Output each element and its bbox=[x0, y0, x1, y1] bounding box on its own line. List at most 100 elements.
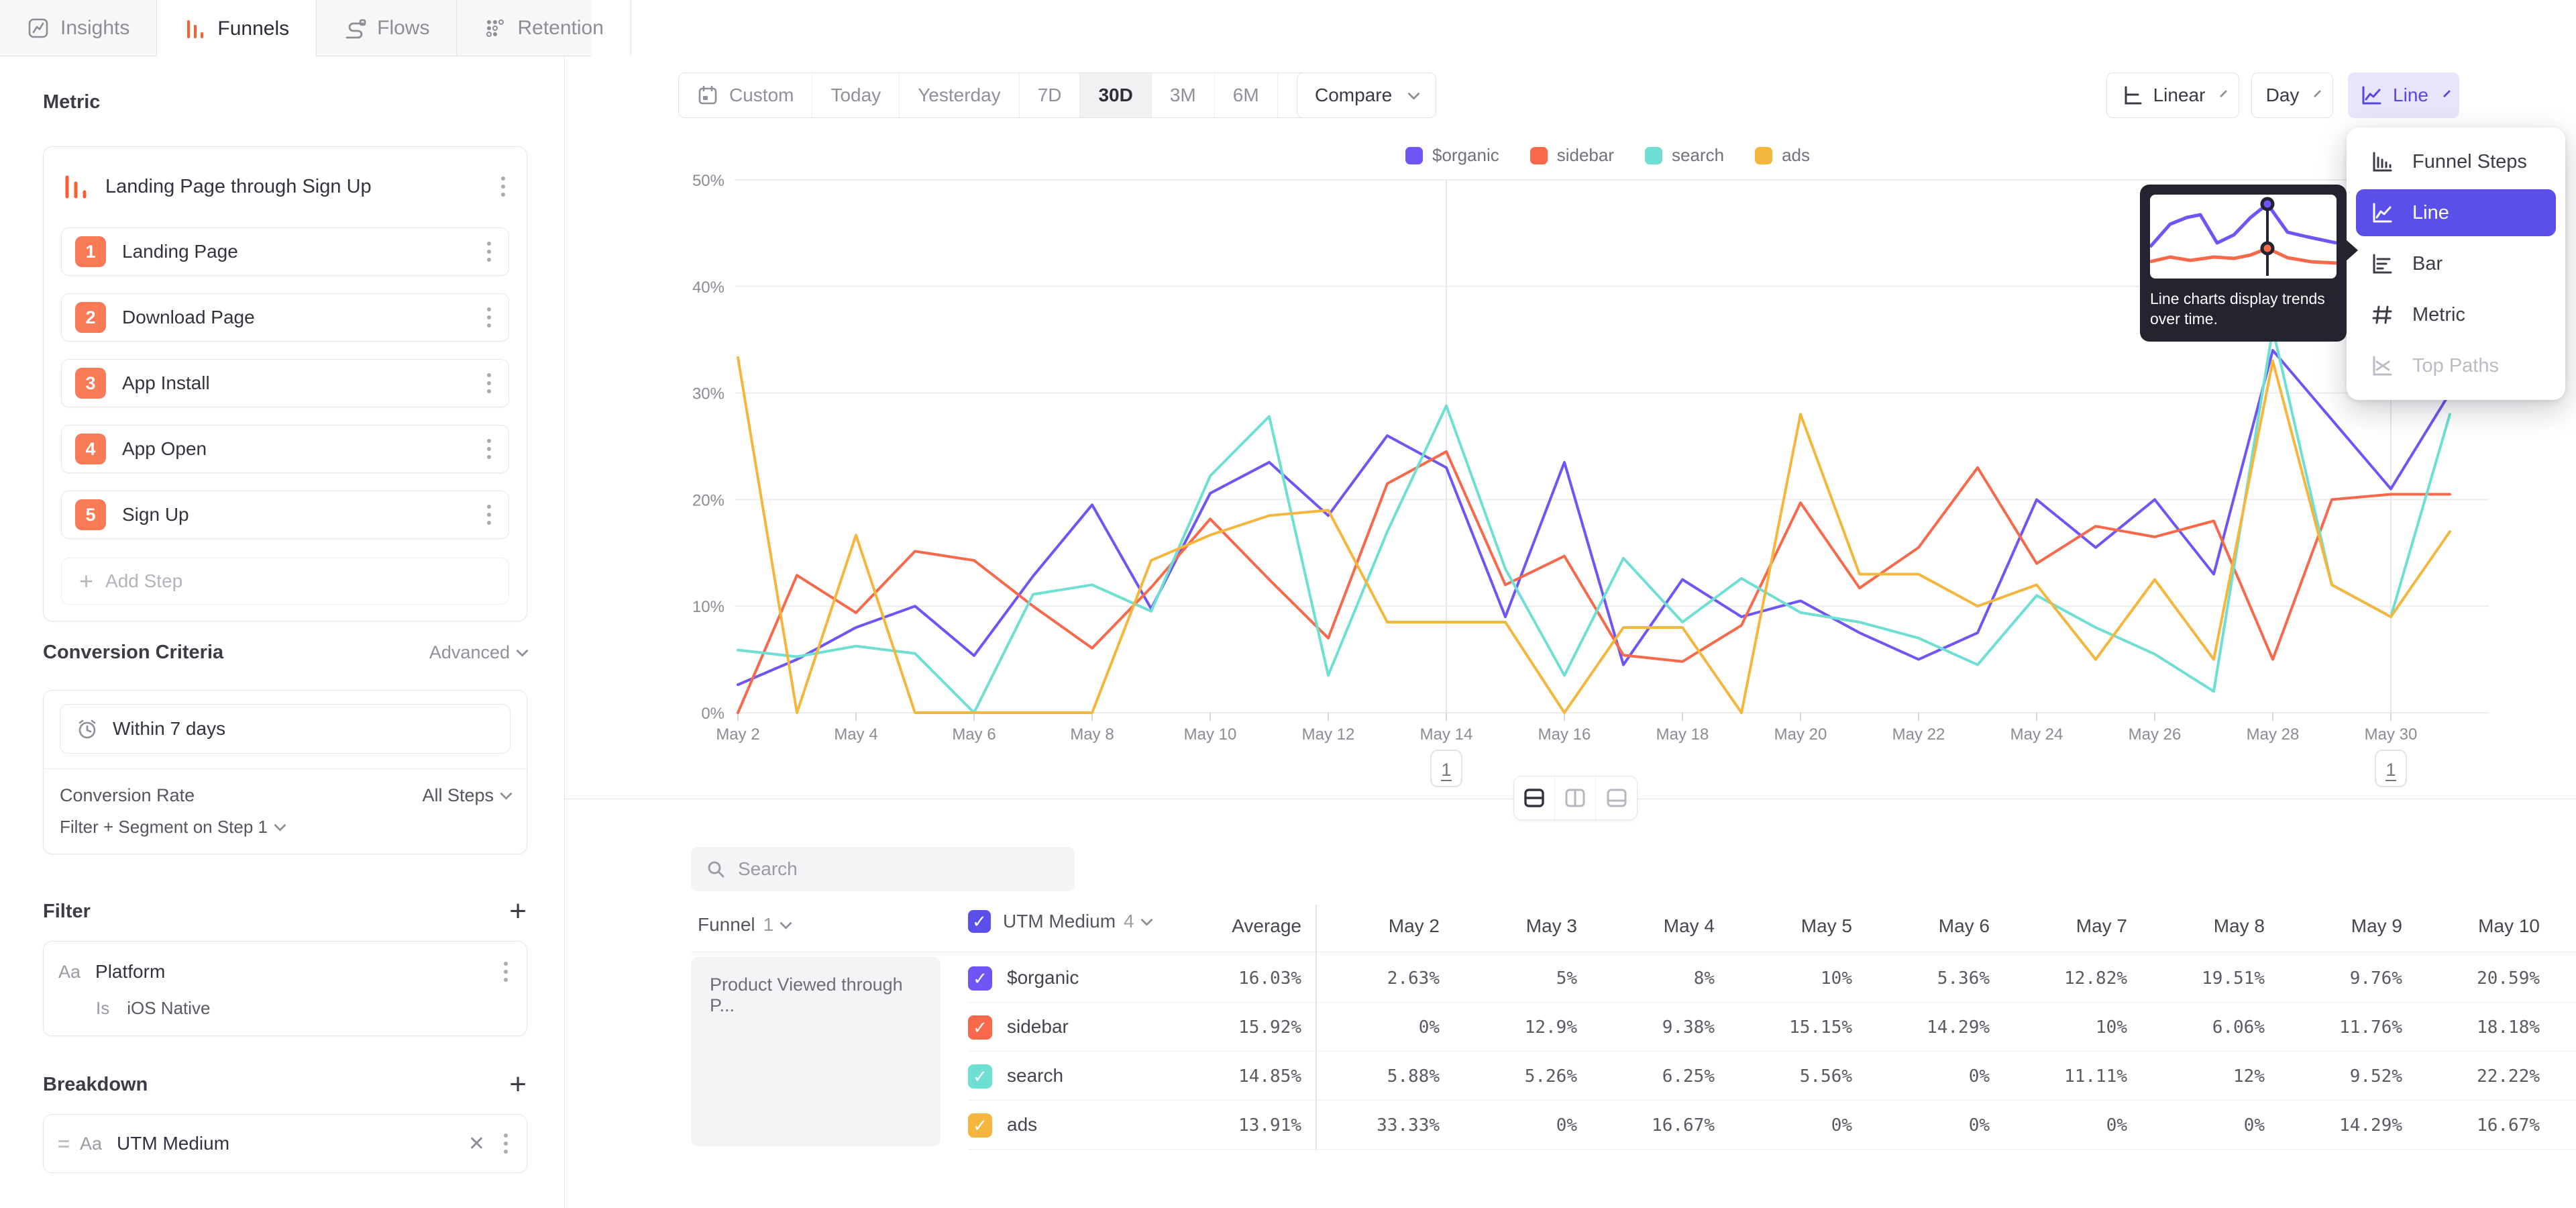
table-value-cell: 20.59% bbox=[2416, 968, 2553, 989]
chevron-down-icon bbox=[2314, 90, 2321, 97]
funnel-title: Landing Page through Sign Up bbox=[105, 176, 497, 198]
remove-breakdown-icon[interactable]: ✕ bbox=[468, 1132, 485, 1156]
date-column-header[interactable]: May 3 bbox=[1453, 915, 1591, 937]
filter-kebab-menu[interactable] bbox=[500, 958, 512, 986]
series-line-search[interactable] bbox=[738, 329, 2450, 713]
series-checkbox[interactable]: ✓ bbox=[968, 1113, 992, 1138]
table-row-search: ✓ search 14.85% 5.88%5.26%6.25%5.56%0%11… bbox=[968, 1052, 2576, 1101]
date-column-header[interactable]: May 2 bbox=[1316, 915, 1453, 937]
select-all-checkbox[interactable]: ✓ bbox=[968, 910, 991, 933]
series-name: sidebar bbox=[1007, 1016, 1069, 1038]
table-value-cell: 12% bbox=[2141, 1066, 2278, 1087]
funnel-kebab-menu[interactable] bbox=[497, 172, 509, 201]
tab-funnels[interactable]: Funnels bbox=[157, 0, 317, 57]
layout-split-rows-button[interactable] bbox=[1514, 776, 1555, 819]
funnel-name-cell[interactable]: Product Viewed through P... bbox=[691, 957, 941, 1146]
date-column-header[interactable]: May 6 bbox=[1866, 915, 2003, 937]
y-axis-tick: 50% bbox=[692, 172, 724, 190]
table-row-sidebar: ✓ sidebar 15.92% 0%12.9%9.38%15.15%14.29… bbox=[968, 1003, 2576, 1052]
step-kebab-menu[interactable] bbox=[483, 303, 495, 332]
funnel-step-4[interactable]: 4 App Open bbox=[61, 425, 509, 473]
search-input[interactable] bbox=[738, 858, 1060, 880]
chevron-down-icon bbox=[1407, 87, 1419, 99]
chevron-down-icon bbox=[2220, 90, 2227, 97]
legend-label: $organic bbox=[1432, 145, 1499, 166]
step-kebab-menu[interactable] bbox=[483, 369, 495, 397]
scale-dropdown[interactable]: Linear bbox=[2106, 72, 2239, 118]
date-column-header[interactable]: May 8 bbox=[2141, 915, 2278, 937]
filter-property-row[interactable]: Aa Platform bbox=[58, 952, 512, 991]
add-step-button[interactable]: + Add Step bbox=[61, 558, 509, 605]
breakdown-card: Aa UTM Medium ✕ bbox=[43, 1114, 527, 1173]
advanced-dropdown[interactable]: Advanced bbox=[429, 642, 527, 663]
series-checkbox[interactable]: ✓ bbox=[968, 1015, 992, 1040]
conversion-rate-value: All Steps bbox=[422, 785, 494, 806]
legend-item-organic[interactable]: $organic bbox=[1405, 145, 1499, 166]
granularity-dropdown[interactable]: Day bbox=[2251, 72, 2333, 118]
conversion-rate-label: Conversion Rate bbox=[60, 785, 195, 806]
filter-segment-step-dropdown[interactable]: Filter + Segment on Step 1 bbox=[60, 817, 284, 838]
funnel-column-count: 1 bbox=[763, 914, 774, 936]
funnel-step-3[interactable]: 3 App Install bbox=[61, 359, 509, 407]
step-kebab-menu[interactable] bbox=[483, 238, 495, 266]
breakdown-column-dropdown[interactable]: ✓ UTM Medium 4 bbox=[968, 910, 1151, 933]
drag-handle-icon[interactable] bbox=[58, 1140, 69, 1148]
range-30d[interactable]: 30D bbox=[1080, 73, 1151, 117]
menu-item-line[interactable]: Line bbox=[2356, 189, 2556, 236]
breakdown-kebab-menu[interactable] bbox=[500, 1129, 512, 1158]
date-column-header[interactable]: May 9 bbox=[2278, 915, 2416, 937]
series-values: 33.33%0%16.67%0%0%0%0%14.29%16.67% bbox=[1316, 1115, 2553, 1136]
date-column-header[interactable]: May 10 bbox=[2416, 915, 2553, 937]
series-checkbox[interactable]: ✓ bbox=[968, 966, 992, 991]
range-7d[interactable]: 7D bbox=[1020, 73, 1081, 117]
funnel-metric-header[interactable]: Landing Page through Sign Up bbox=[61, 163, 509, 210]
breakdown-property-row[interactable]: Aa UTM Medium ✕ bbox=[58, 1124, 512, 1163]
step-kebab-menu[interactable] bbox=[483, 501, 495, 529]
table-value-cell: 33.33% bbox=[1316, 1115, 1453, 1136]
add-filter-button[interactable]: + bbox=[509, 897, 527, 926]
chart-type-dropdown[interactable]: Line bbox=[2348, 72, 2459, 118]
funnel-step-5[interactable]: 5 Sign Up bbox=[61, 491, 509, 539]
funnel-steps-icon bbox=[2369, 150, 2395, 174]
add-breakdown-button[interactable]: + bbox=[509, 1070, 527, 1099]
menu-item-funnel-steps[interactable]: Funnel Steps bbox=[2356, 138, 2556, 185]
menu-item-top-paths[interactable]: Top Paths bbox=[2356, 342, 2556, 389]
legend-item-sidebar[interactable]: sidebar bbox=[1530, 145, 1614, 166]
conversion-rate-steps-dropdown[interactable]: All Steps bbox=[422, 785, 511, 806]
range-3m[interactable]: 3M bbox=[1152, 73, 1215, 117]
series-line-$organic[interactable] bbox=[738, 350, 2450, 685]
layout-bottom-panel-button[interactable] bbox=[1596, 776, 1637, 819]
date-column-header[interactable]: May 4 bbox=[1591, 915, 1728, 937]
chevron-down-icon bbox=[274, 819, 286, 831]
funnel-step-1[interactable]: 1 Landing Page bbox=[61, 228, 509, 276]
tooltip-arrow bbox=[2346, 240, 2358, 261]
date-column-header[interactable]: May 7 bbox=[2003, 915, 2141, 937]
tab-flows[interactable]: Flows bbox=[317, 0, 457, 56]
date-column-header[interactable]: May 5 bbox=[1728, 915, 1866, 937]
add-step-label: Add Step bbox=[105, 570, 182, 592]
compare-button[interactable]: Compare bbox=[1297, 72, 1436, 118]
series-line-ads[interactable] bbox=[738, 358, 2450, 713]
average-column-header[interactable]: Average bbox=[1140, 915, 1301, 937]
table-row-organic: ✓ $organic 16.03% 2.63%5%8%10%5.36%12.82… bbox=[968, 954, 2576, 1003]
range-yesterday[interactable]: Yesterday bbox=[900, 73, 1020, 117]
table-value-cell: 15.15% bbox=[1728, 1017, 1866, 1038]
table-value-cell: 9.52% bbox=[2278, 1066, 2416, 1087]
menu-item-metric[interactable]: Metric bbox=[2356, 291, 2556, 338]
series-checkbox[interactable]: ✓ bbox=[968, 1064, 992, 1089]
funnel-column-dropdown[interactable]: Funnel 1 bbox=[698, 914, 790, 936]
funnel-step-2[interactable]: 2 Download Page bbox=[61, 293, 509, 342]
tab-retention[interactable]: Retention bbox=[457, 0, 631, 56]
legend-item-ads[interactable]: ads bbox=[1755, 145, 1810, 166]
step-kebab-menu[interactable] bbox=[483, 435, 495, 463]
tab-insights[interactable]: Insights bbox=[0, 0, 157, 56]
step-label: Sign Up bbox=[122, 504, 483, 525]
range-6m[interactable]: 6M bbox=[1215, 73, 1278, 117]
menu-item-bar[interactable]: Bar bbox=[2356, 240, 2556, 287]
range-custom[interactable]: Custom bbox=[679, 73, 812, 117]
filter-condition-row[interactable]: Is iOS Native bbox=[58, 991, 512, 1025]
legend-item-search[interactable]: search bbox=[1645, 145, 1724, 166]
conversion-window-button[interactable]: Within 7 days bbox=[60, 704, 511, 754]
range-today[interactable]: Today bbox=[812, 73, 900, 117]
layout-split-columns-button[interactable] bbox=[1555, 776, 1596, 819]
